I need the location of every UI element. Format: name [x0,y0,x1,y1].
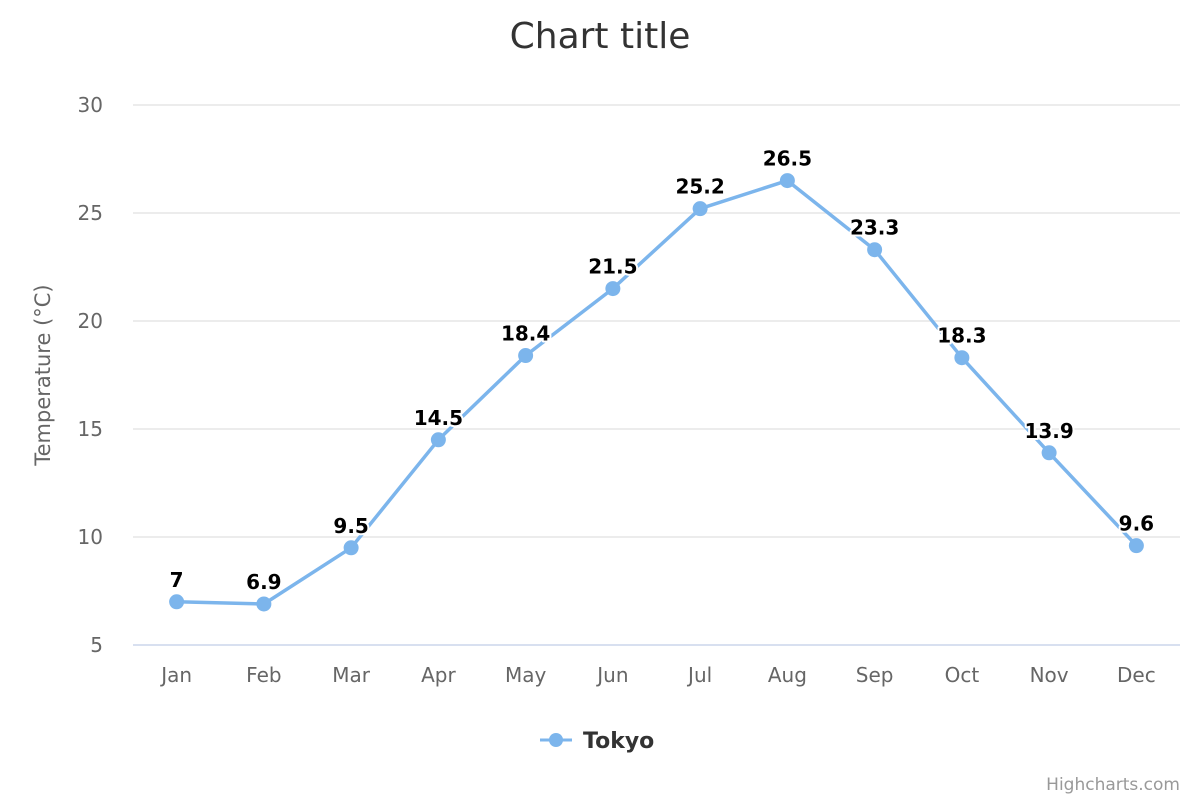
data-point-jan[interactable] [169,594,185,610]
data-point-may[interactable] [518,348,534,364]
data-labels: 7 6.9 9.5 14.5 18.4 21.5 25.2 26.5 23.3 18.3 13.9 9… [168,145,1156,596]
y-tick-label: 20 [78,309,103,333]
series-line-tokyo [174,178,1139,606]
data-point-dec[interactable] [1128,538,1144,554]
x-axis: Jan Feb Mar Apr May Jun Jul Aug Sep Oct Nov Dec [133,644,1180,687]
data-label-apr: 14.5 [414,406,463,430]
data-label-nov: 13.9 [1024,419,1073,443]
x-tick-label: Mar [332,663,371,687]
data-point-mar[interactable] [343,540,359,556]
data-label-feb: 6.9 [246,570,281,594]
legend-item-tokyo[interactable]: Tokyo [583,729,654,754]
y-gridlines [133,104,1180,538]
data-point-oct[interactable] [954,350,970,366]
data-point-apr[interactable] [430,432,446,448]
y-tick-label: 15 [78,417,103,441]
x-tick-label: Aug [768,663,807,687]
x-tick-label: Nov [1030,663,1069,687]
x-tick-label: Jan [159,663,192,687]
data-label-jun: 21.5 [588,255,637,279]
data-label-jul: 25.2 [675,175,724,199]
data-label-mar: 9.5 [333,514,368,538]
data-label-may: 18.4 [501,322,550,346]
legend-dot-marker [549,733,563,747]
data-point-nov[interactable] [1041,445,1057,461]
x-tick-label: Oct [945,663,980,687]
data-label-aug: 26.5 [763,147,812,171]
y-tick-label: 30 [78,93,103,117]
x-tick-label: May [505,663,547,687]
x-tick-label: Sep [856,663,894,687]
series-layer [169,173,1144,612]
data-label-jan: 7 [170,568,184,592]
y-tick-label: 25 [78,201,103,225]
data-label-dec: 9.6 [1119,512,1154,536]
legend[interactable]: Tokyo [540,729,654,754]
x-tick-label: Jul [686,663,712,687]
y-axis-title: Temperature (°C) [31,284,55,466]
x-tick-label: Jun [595,663,628,687]
x-tick-label: Apr [421,663,456,687]
credits-link[interactable]: Highcharts.com [1046,775,1180,795]
chart-title: Chart title [510,16,691,57]
data-point-jun[interactable] [605,281,621,297]
data-point-aug[interactable] [779,173,795,189]
data-point-jul[interactable] [692,201,708,217]
y-axis-tick-labels: 5 10 15 20 25 30 [78,93,103,657]
data-label-sep: 23.3 [850,216,899,240]
y-tick-label: 5 [90,633,103,657]
x-tick-label: Feb [246,663,281,687]
data-point-sep[interactable] [867,242,883,258]
data-point-feb[interactable] [256,596,272,612]
x-tick-label: Dec [1117,663,1156,687]
y-tick-label: 10 [78,525,103,549]
data-label-oct: 18.3 [937,324,986,348]
